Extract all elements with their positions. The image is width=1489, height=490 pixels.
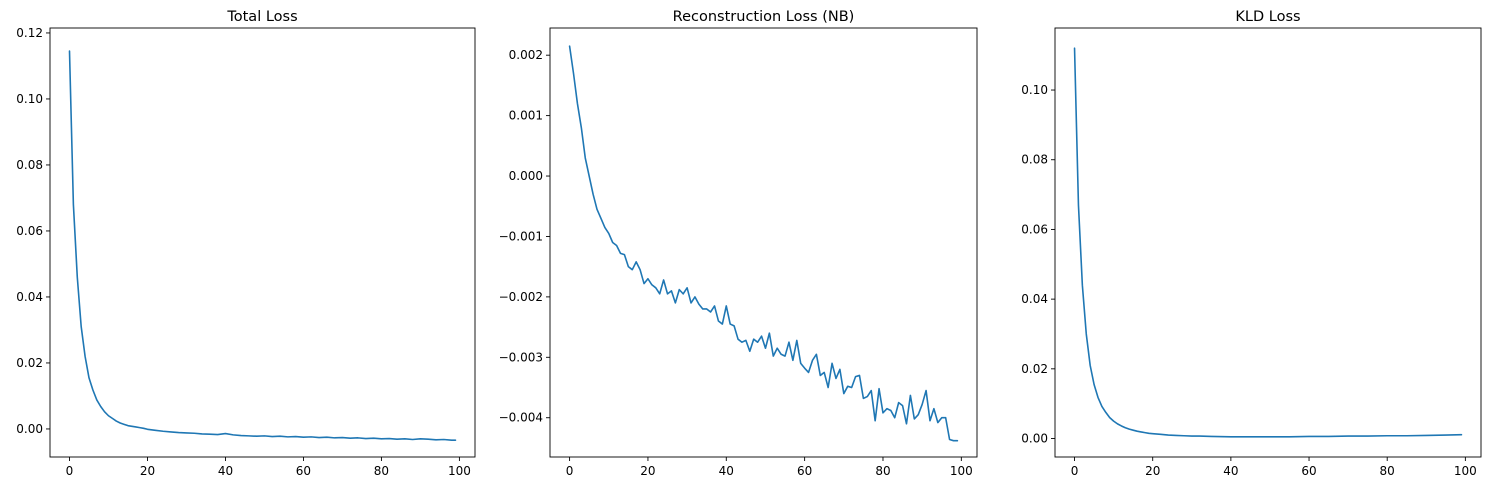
kld-loss-chart: KLD Loss 0 20 40 60 80 100 0.00 0.02 0.04 0.06 0.08… [1021,9,1482,478]
reconstruction-loss-x-tick-label: 0 [566,464,574,478]
kld-loss-x-tick-label: 60 [1301,464,1316,478]
total-loss-y-tick-label: 0.12 [16,26,43,40]
total-loss-y-tick-label: 0.06 [16,224,43,238]
reconstruction-loss-x-tick-label: 100 [950,464,973,478]
reconstruction-loss-x-tick-label: 20 [640,464,655,478]
reconstruction-loss-series-line [568,45,959,442]
total-loss-y-tick-label: 0.04 [16,290,43,304]
reconstruction-loss-x-tick-label: 40 [719,464,734,478]
kld-loss-series-line [1073,47,1463,438]
total-loss-title: Total Loss [226,9,297,25]
kld-loss-title: KLD Loss [1235,9,1300,25]
total-loss-y-tick-label: 0.08 [16,158,43,172]
reconstruction-loss-title: Reconstruction Loss (NB) [673,9,855,25]
reconstruction-loss-y-tick-label: 0.001 [509,109,543,123]
total-loss-axes-frame [49,27,476,458]
kld-loss-y-tick-label: 0.04 [1021,292,1048,306]
kld-loss-x-tick-label: 80 [1380,464,1395,478]
reconstruction-loss-y-tick-label: −0.001 [499,229,543,243]
reconstruction-loss-x-tick-label: 60 [797,464,812,478]
kld-loss-x-tick-label: 100 [1454,464,1477,478]
reconstruction-loss-y-tick-label: 0.002 [509,48,543,62]
kld-loss-y-tick-label: 0.00 [1021,432,1048,446]
kld-loss-axes-frame [1054,27,1482,458]
total-loss-x-tick-label: 40 [218,464,233,478]
total-loss-x-tick-label: 20 [140,464,155,478]
kld-loss-y-tick-label: 0.10 [1021,83,1048,97]
total-loss-x-tick-label: 0 [66,464,74,478]
kld-loss-x-tick-label: 0 [1071,464,1079,478]
total-loss-y-tick-label: 0.10 [16,92,43,106]
reconstruction-loss-chart: Reconstruction Loss (NB) 0 20 40 60 80 100 −0.0… [499,9,978,478]
reconstruction-loss-x-tick-label: 80 [875,464,890,478]
reconstruction-loss-axes-frame [549,27,978,458]
total-loss-x-tick-label: 60 [296,464,311,478]
total-loss-y-tick-label: 0.00 [16,422,43,436]
kld-loss-x-tick-label: 20 [1145,464,1160,478]
kld-loss-y-tick-label: 0.06 [1021,222,1048,236]
kld-loss-x-tick-label: 40 [1223,464,1238,478]
kld-loss-y-tick-label: 0.02 [1021,362,1048,376]
kld-loss-y-tick-label: 0.08 [1021,153,1048,167]
total-loss-series-line [68,50,457,441]
total-loss-y-tick-label: 0.02 [16,356,43,370]
reconstruction-loss-y-tick-label: −0.003 [499,350,543,364]
reconstruction-loss-y-tick-label: −0.004 [499,411,543,425]
total-loss-x-tick-label: 80 [374,464,389,478]
total-loss-x-tick-label: 100 [448,464,471,478]
total-loss-chart: Total Loss 0 20 40 60 80 100 0.00 0.02 0.04 0.06 0.… [16,9,476,478]
reconstruction-loss-y-tick-label: 0.000 [509,169,543,183]
reconstruction-loss-y-tick-label: −0.002 [499,290,543,304]
